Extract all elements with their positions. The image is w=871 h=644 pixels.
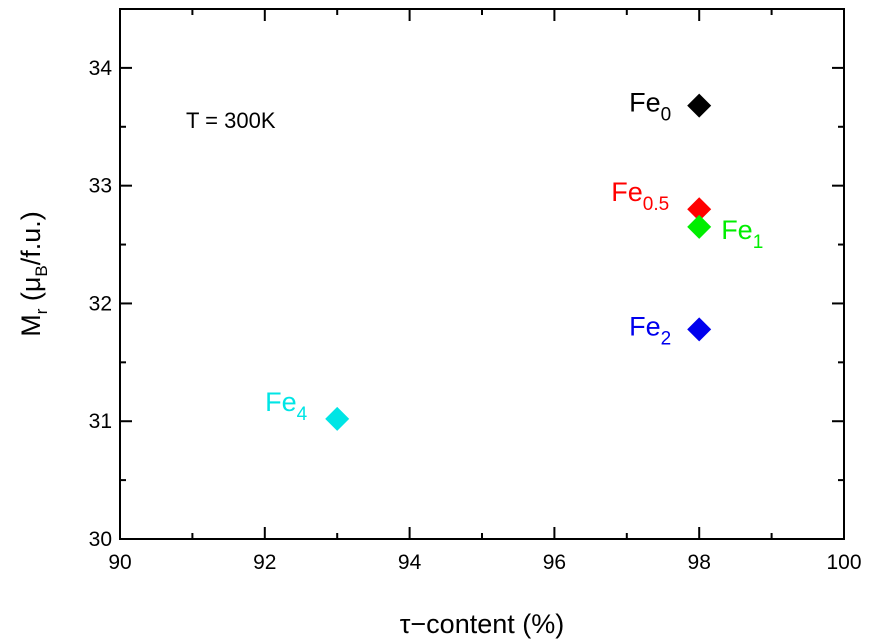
point-labels: Fe0 Fe0.5 Fe1 Fe2 Fe4 — [265, 88, 763, 425]
y-tick-label: 32 — [89, 292, 112, 315]
data-point-fe1 — [687, 214, 712, 239]
x-tick-label: 96 — [543, 551, 566, 574]
y-tick-label: 34 — [89, 57, 113, 80]
data-point-fe2 — [687, 317, 712, 342]
point-label-fe0: Fe0 — [629, 88, 671, 126]
data-point-fe0.5 — [687, 197, 712, 222]
x-tick-label: 98 — [688, 551, 711, 574]
data-points — [325, 93, 712, 431]
annotation-temperature: T = 300K — [186, 108, 276, 133]
axis-ticks — [119, 8, 845, 540]
y-axis-title: Mr (μB/f.u.) — [16, 211, 51, 337]
axis-tick-labels: 90 92 94 96 98 100 30 31 32 33 34 — [89, 57, 862, 574]
y-tick-label: 33 — [89, 175, 112, 198]
point-label-fe1: Fe1 — [721, 215, 763, 253]
point-label-fe2: Fe2 — [629, 311, 671, 349]
x-tick-label: 94 — [398, 551, 422, 574]
data-point-fe4 — [325, 406, 350, 431]
point-label-fe0.5: Fe0.5 — [611, 177, 669, 215]
y-tick-label: 30 — [89, 528, 112, 551]
x-axis-title: τ−content (%) — [400, 609, 565, 639]
x-tick-label: 90 — [108, 551, 131, 574]
point-label-fe4: Fe4 — [265, 387, 308, 425]
x-tick-label: 92 — [253, 551, 276, 574]
y-tick-label: 31 — [89, 410, 112, 433]
x-tick-label: 100 — [826, 551, 861, 574]
data-point-fe0 — [687, 93, 712, 118]
plot-frame — [119, 8, 845, 540]
